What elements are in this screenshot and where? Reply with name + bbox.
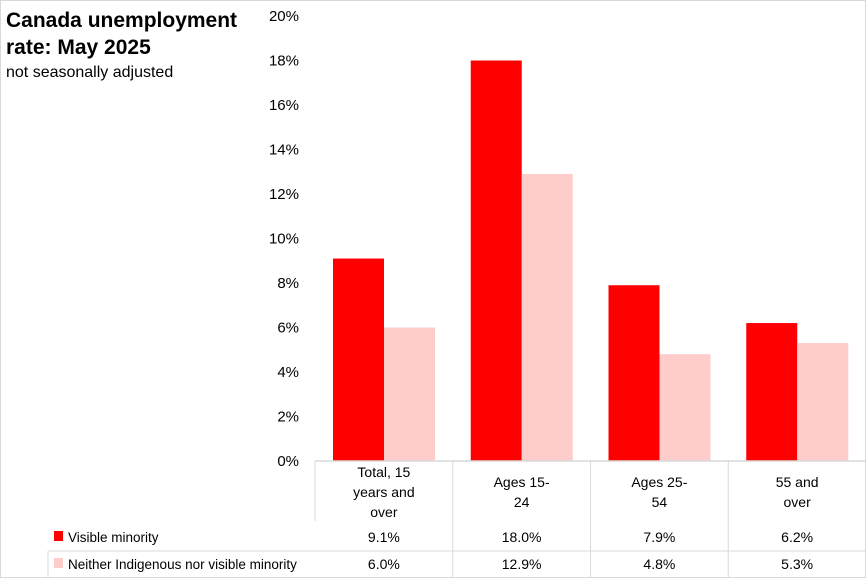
y-tick-label: 4% bbox=[277, 364, 299, 381]
x-category-label: years and bbox=[353, 484, 414, 500]
bar-visible-minority bbox=[746, 323, 798, 461]
y-tick-label: 0% bbox=[277, 453, 299, 470]
legend-label: Neither Indigenous nor visible minority bbox=[68, 557, 297, 572]
x-category-label: Total, 15 bbox=[357, 464, 410, 480]
chart-subtitle: not seasonally adjusted bbox=[6, 64, 174, 81]
data-label: 7.9% bbox=[643, 529, 675, 545]
y-tick-label: 12% bbox=[269, 186, 299, 203]
y-tick-label: 10% bbox=[269, 231, 299, 248]
x-category-label: Ages 25- bbox=[631, 474, 687, 490]
legend-swatch bbox=[54, 558, 63, 568]
data-label: 9.1% bbox=[368, 529, 400, 545]
y-tick-label: 14% bbox=[269, 142, 299, 159]
x-category-label: over bbox=[784, 494, 812, 510]
bar-visible-minority bbox=[608, 285, 660, 461]
chart-title: Canada unemployment rate: May 2025 bbox=[6, 9, 238, 59]
bar-visible-minority bbox=[470, 60, 522, 461]
x-category-label: 24 bbox=[514, 494, 530, 510]
y-tick-label: 2% bbox=[277, 409, 299, 426]
x-category-label: over bbox=[370, 504, 398, 520]
x-category-label: Ages 15- bbox=[494, 474, 550, 490]
y-tick-label: 18% bbox=[269, 53, 299, 70]
data-label: 4.8% bbox=[643, 556, 675, 572]
x-category-label: 55 and bbox=[776, 474, 819, 490]
y-tick-label: 8% bbox=[277, 275, 299, 292]
data-label: 5.3% bbox=[781, 556, 813, 572]
bar-neither bbox=[384, 327, 435, 461]
bar-neither bbox=[659, 354, 711, 461]
y-tick-label: 6% bbox=[277, 320, 299, 337]
bar-neither bbox=[797, 343, 849, 461]
bar-neither bbox=[521, 173, 573, 461]
data-label: 6.0% bbox=[368, 556, 400, 572]
data-label: 12.9% bbox=[502, 556, 542, 572]
data-label: 18.0% bbox=[502, 529, 542, 545]
legend-label: Visible minority bbox=[68, 530, 159, 545]
legend-swatch bbox=[54, 531, 63, 541]
y-tick-label: 20% bbox=[269, 8, 299, 25]
x-category-label: 54 bbox=[652, 494, 668, 510]
y-tick-label: 16% bbox=[269, 97, 299, 114]
bar-visible-minority bbox=[333, 258, 384, 461]
data-label: 6.2% bbox=[781, 529, 813, 545]
